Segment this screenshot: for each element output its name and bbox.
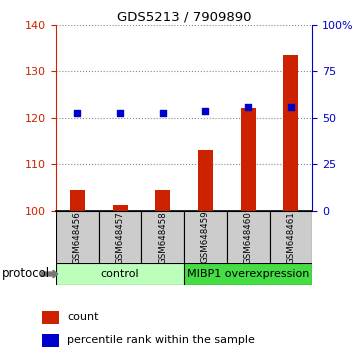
Title: GDS5213 / 7909890: GDS5213 / 7909890 xyxy=(117,11,251,24)
Bar xyxy=(142,211,184,264)
Text: GSM648459: GSM648459 xyxy=(201,211,210,263)
Bar xyxy=(227,211,270,264)
Bar xyxy=(241,108,256,211)
Point xyxy=(160,110,166,116)
Bar xyxy=(198,150,213,211)
Point xyxy=(288,105,294,110)
Point xyxy=(245,104,251,110)
Bar xyxy=(56,211,99,264)
Bar xyxy=(270,211,312,264)
Bar xyxy=(113,205,127,211)
Text: GSM648458: GSM648458 xyxy=(158,211,167,264)
Bar xyxy=(155,190,170,211)
Text: GSM648461: GSM648461 xyxy=(286,211,295,264)
Bar xyxy=(99,211,142,264)
Text: count: count xyxy=(68,312,99,322)
Text: MIBP1 overexpression: MIBP1 overexpression xyxy=(187,269,309,279)
Text: GSM648460: GSM648460 xyxy=(244,211,253,264)
Bar xyxy=(56,263,184,285)
Bar xyxy=(42,334,60,347)
Point xyxy=(74,110,80,116)
Bar xyxy=(283,55,299,211)
Text: percentile rank within the sample: percentile rank within the sample xyxy=(68,335,255,346)
Text: GSM648457: GSM648457 xyxy=(116,211,125,264)
Bar xyxy=(184,263,312,285)
Text: GSM648456: GSM648456 xyxy=(73,211,82,264)
Bar xyxy=(184,211,227,264)
Text: protocol: protocol xyxy=(2,268,50,280)
Point xyxy=(117,110,123,116)
Bar xyxy=(70,190,85,211)
Bar xyxy=(42,311,60,324)
Point xyxy=(203,108,208,114)
Text: control: control xyxy=(101,269,139,279)
